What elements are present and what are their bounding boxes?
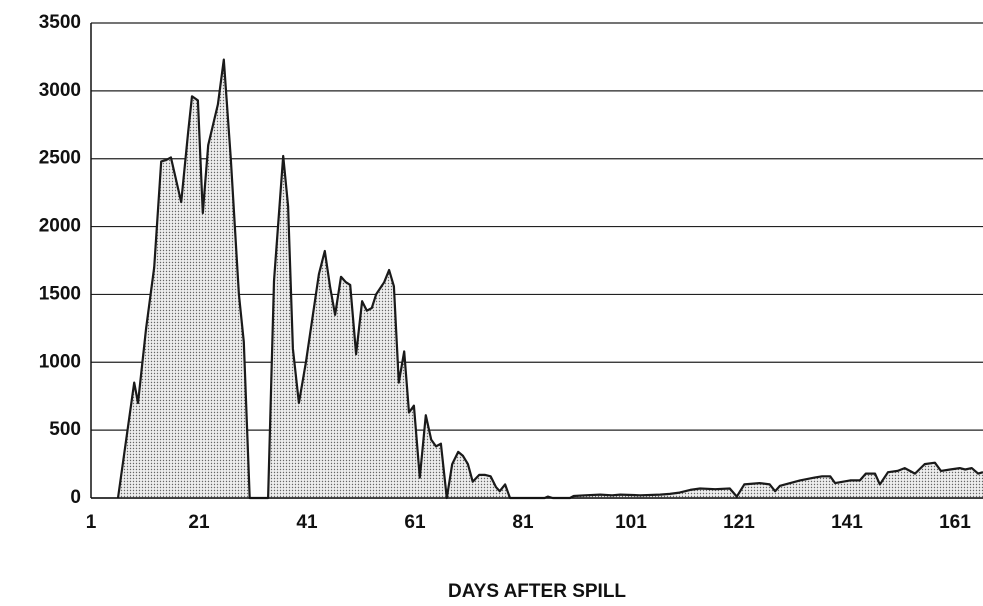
y-tick-label: 1500 xyxy=(39,283,81,304)
x-tick-label: 141 xyxy=(831,512,863,533)
y-tick-label: 1000 xyxy=(39,351,81,372)
area-line xyxy=(116,58,983,500)
x-tick-label: 61 xyxy=(404,512,426,533)
x-tick-label: 41 xyxy=(296,512,318,533)
y-tick-label: 2000 xyxy=(39,216,81,237)
y-tick-label: 500 xyxy=(49,419,81,440)
y-tick-label: 3500 xyxy=(39,12,81,33)
x-tick-label: 101 xyxy=(615,512,647,533)
x-tick-label: 81 xyxy=(512,512,534,533)
x-tick-label: 21 xyxy=(188,512,210,533)
x-axis-title: DAYS AFTER SPILL xyxy=(448,581,626,602)
x-tick-label: 161 xyxy=(939,512,971,533)
area-fill xyxy=(118,59,983,498)
x-tick-label: 1 xyxy=(86,512,97,533)
y-tick-label: 2500 xyxy=(39,148,81,169)
y-tick-label: 3000 xyxy=(39,80,81,101)
y-tick-label: 0 xyxy=(70,487,81,508)
x-tick-label: 121 xyxy=(723,512,755,533)
